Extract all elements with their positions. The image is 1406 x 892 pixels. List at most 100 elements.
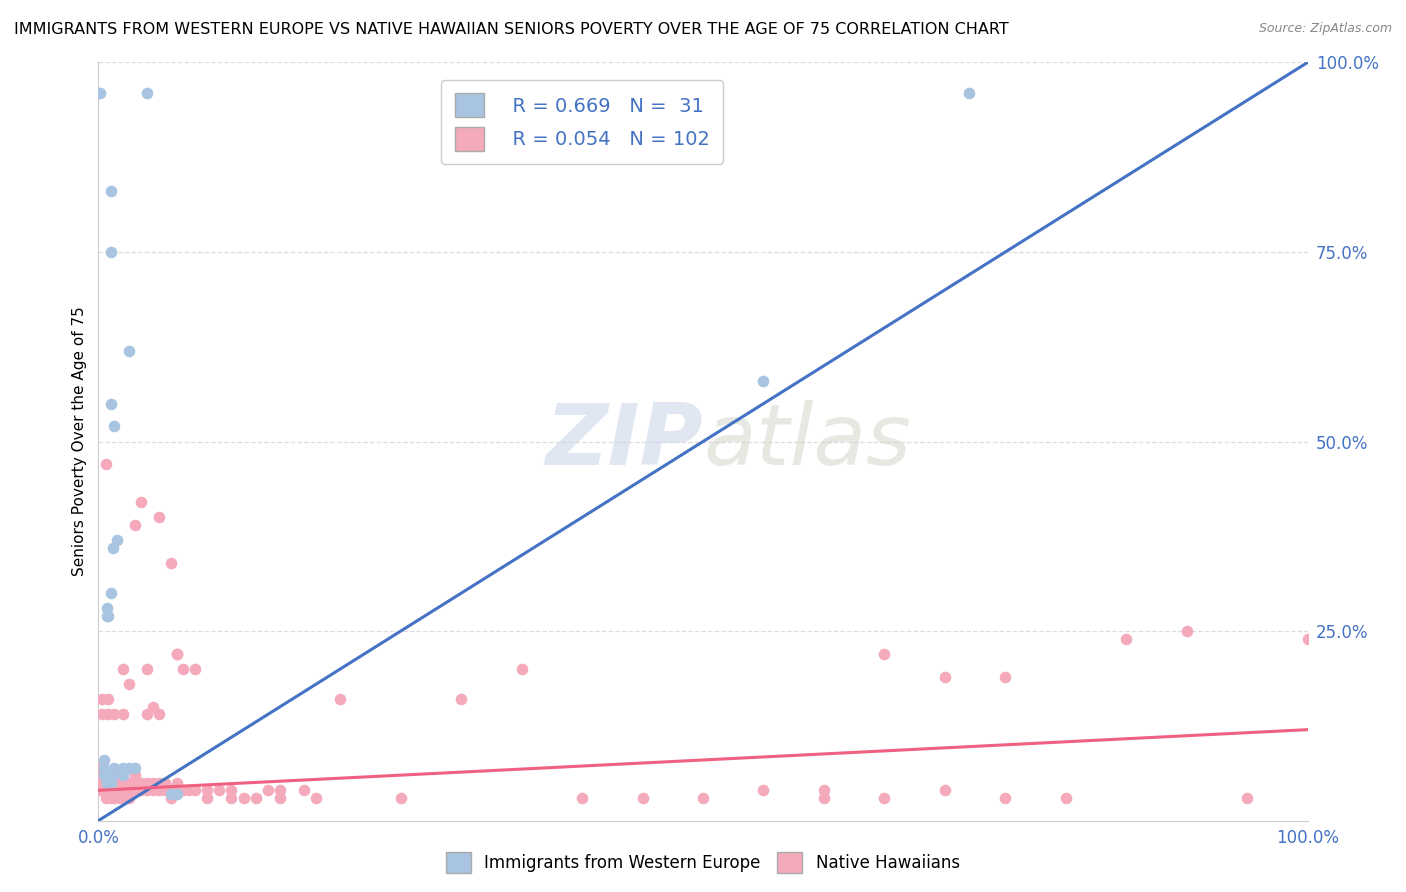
Point	[166, 776, 188, 790]
Point	[87, 768, 110, 782]
Point	[118, 343, 141, 358]
Point	[105, 783, 128, 797]
Point	[97, 783, 120, 797]
Point	[97, 608, 120, 623]
Point	[195, 783, 218, 797]
Point	[91, 768, 114, 782]
Point	[813, 783, 835, 797]
Point	[389, 791, 412, 805]
Point	[100, 396, 122, 410]
Point	[208, 783, 231, 797]
Point	[100, 768, 122, 782]
Point	[100, 184, 122, 198]
Point	[153, 776, 176, 790]
Point	[93, 768, 115, 782]
Point	[957, 86, 980, 100]
Point	[111, 707, 134, 722]
Point	[100, 783, 122, 797]
Point	[111, 768, 134, 782]
Point	[124, 776, 146, 790]
Point	[100, 776, 122, 790]
Point	[994, 669, 1017, 683]
Point	[752, 374, 775, 388]
Point	[221, 791, 243, 805]
Point	[100, 776, 122, 790]
Point	[245, 791, 267, 805]
Point	[148, 776, 170, 790]
Point	[108, 783, 131, 797]
Point	[111, 783, 134, 797]
Point	[129, 495, 152, 509]
Point	[87, 760, 110, 774]
Point	[124, 517, 146, 532]
Point	[118, 760, 141, 774]
Point	[100, 791, 122, 805]
Point	[91, 776, 114, 790]
Text: IMMIGRANTS FROM WESTERN EUROPE VS NATIVE HAWAIIAN SENIORS POVERTY OVER THE AGE O: IMMIGRANTS FROM WESTERN EUROPE VS NATIVE…	[14, 22, 1010, 37]
Point	[94, 776, 117, 790]
Point	[160, 787, 183, 801]
Point	[118, 677, 141, 691]
Text: ZIP: ZIP	[546, 400, 703, 483]
Point	[87, 776, 110, 790]
Point	[269, 791, 291, 805]
Point	[105, 776, 128, 790]
Point	[292, 783, 315, 797]
Point	[103, 791, 125, 805]
Point	[994, 791, 1017, 805]
Point	[97, 776, 120, 790]
Point	[111, 776, 134, 790]
Point	[97, 707, 120, 722]
Point	[160, 783, 183, 797]
Point	[103, 783, 125, 797]
Point	[184, 662, 207, 676]
Point	[97, 776, 120, 790]
Point	[129, 783, 152, 797]
Point	[1054, 791, 1077, 805]
Point	[103, 707, 125, 722]
Point	[97, 692, 120, 706]
Point	[934, 783, 956, 797]
Point	[100, 244, 122, 259]
Point	[160, 791, 183, 805]
Point	[269, 783, 291, 797]
Point	[172, 783, 194, 797]
Point	[256, 783, 278, 797]
Point	[873, 791, 896, 805]
Point	[142, 699, 165, 714]
Point	[934, 669, 956, 683]
Point	[101, 541, 124, 555]
Point	[153, 783, 176, 797]
Point	[124, 768, 146, 782]
Point	[305, 791, 328, 805]
Point	[124, 760, 146, 774]
Point	[103, 776, 125, 790]
Point	[166, 783, 188, 797]
Point	[135, 86, 157, 100]
Point	[1296, 632, 1319, 646]
Point	[148, 783, 170, 797]
Point	[101, 776, 124, 790]
Point	[692, 791, 714, 805]
Point	[91, 692, 114, 706]
Point	[90, 768, 112, 782]
Point	[89, 86, 111, 100]
Point	[96, 776, 118, 790]
Point	[96, 608, 118, 623]
Point	[166, 787, 188, 801]
Point	[118, 783, 141, 797]
Point	[135, 776, 157, 790]
Point	[91, 783, 114, 797]
Point	[93, 753, 115, 767]
Point	[172, 662, 194, 676]
Point	[135, 662, 157, 676]
Point	[108, 776, 131, 790]
Point	[101, 783, 124, 797]
Point	[166, 647, 188, 661]
Point	[142, 783, 165, 797]
Point	[94, 791, 117, 805]
Point	[232, 791, 254, 805]
Point	[547, 86, 569, 100]
Point	[631, 791, 654, 805]
Point	[118, 776, 141, 790]
